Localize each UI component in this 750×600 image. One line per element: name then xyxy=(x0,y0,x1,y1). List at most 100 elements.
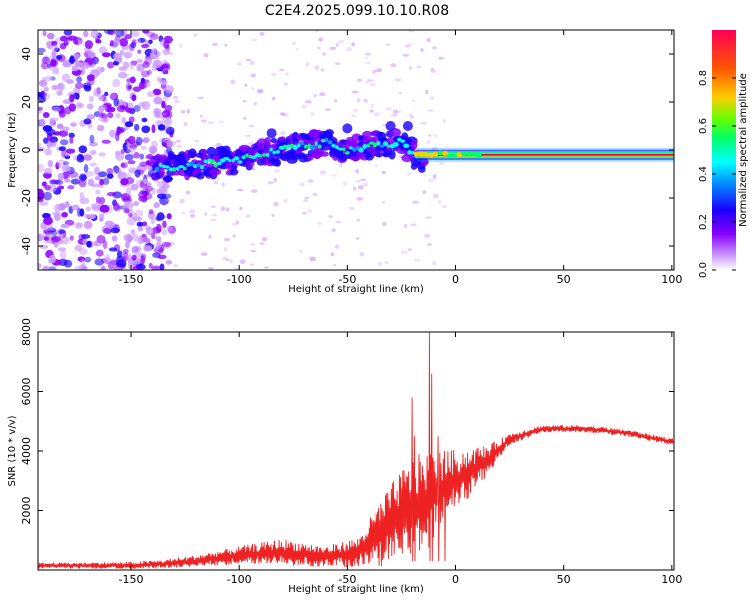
faint-noise-dot xyxy=(406,42,413,47)
faint-noise-dot xyxy=(346,46,353,52)
faint-noise-dot xyxy=(313,93,318,98)
signal-core xyxy=(178,164,185,169)
faint-noise-dot xyxy=(356,197,363,201)
noise-blob xyxy=(51,85,59,91)
faint-noise-dot xyxy=(223,247,228,252)
snr-xtick-label: 100 xyxy=(661,573,682,586)
snr-xtick-label: -50 xyxy=(338,573,356,586)
noise-blob xyxy=(51,50,57,58)
noise-blob xyxy=(166,213,172,220)
faint-noise-dot xyxy=(169,143,174,147)
noise-blob xyxy=(38,147,45,152)
noise-blob xyxy=(137,49,142,54)
noise-blob xyxy=(111,235,118,242)
faint-noise-dot xyxy=(365,61,372,65)
noise-blob xyxy=(128,212,133,218)
noise-blob xyxy=(120,162,128,169)
signal-core xyxy=(432,151,439,157)
noise-blob xyxy=(60,35,68,42)
noise-blob xyxy=(99,204,110,213)
faint-noise-dot xyxy=(356,218,361,222)
signal-core xyxy=(342,147,346,152)
faint-noise-dot xyxy=(197,96,204,100)
noise-blob xyxy=(141,125,151,134)
noise-blob xyxy=(75,101,83,109)
signal-core xyxy=(372,142,378,148)
signal-halo xyxy=(410,139,418,150)
faint-noise-dot xyxy=(403,223,408,229)
faint-noise-dot xyxy=(348,206,355,211)
faint-noise-dot xyxy=(253,101,257,106)
noise-blob xyxy=(103,30,114,35)
noise-blob xyxy=(41,181,47,187)
noise-blob xyxy=(139,153,145,160)
faint-noise-dot xyxy=(390,63,397,68)
noise-blob xyxy=(151,265,162,270)
noise-blob xyxy=(155,236,162,242)
faint-noise-dot xyxy=(328,215,334,219)
noise-blob xyxy=(122,61,130,69)
faint-noise-dot xyxy=(409,114,415,120)
noise-blob xyxy=(163,40,170,49)
faint-noise-dot xyxy=(359,252,365,257)
noise-blob xyxy=(38,142,42,148)
noise-blob xyxy=(141,221,148,227)
noise-blob xyxy=(157,124,166,131)
noise-blob xyxy=(43,216,53,225)
faint-noise-dot xyxy=(273,177,277,183)
noise-blob xyxy=(70,122,77,127)
noise-blob xyxy=(151,140,158,150)
noise-blob xyxy=(159,80,168,86)
noise-blob xyxy=(122,248,129,255)
faint-noise-dot xyxy=(330,174,338,177)
noise-blob xyxy=(102,240,108,250)
signal-core xyxy=(200,165,204,170)
faint-noise-dot xyxy=(408,30,416,33)
signal-core xyxy=(309,145,316,151)
noise-blob xyxy=(127,254,133,261)
faint-noise-dot xyxy=(430,67,435,71)
faint-noise-dot xyxy=(381,170,386,175)
faint-noise-dot xyxy=(420,121,427,125)
noise-blob xyxy=(44,184,51,191)
noise-blob xyxy=(61,126,70,132)
faint-noise-dot xyxy=(207,267,214,270)
faint-noise-dot xyxy=(285,72,289,76)
noise-blob xyxy=(92,56,100,65)
faint-noise-dot xyxy=(320,68,325,72)
snr-ytick-label: 2000 xyxy=(20,497,33,525)
noise-blob xyxy=(100,118,109,123)
faint-noise-dot xyxy=(162,67,168,72)
noise-blob xyxy=(132,86,142,92)
noise-blob xyxy=(128,116,135,123)
faint-noise-dot xyxy=(412,200,419,204)
noise-blob xyxy=(68,171,79,178)
signal-core xyxy=(216,161,222,166)
noise-blob xyxy=(80,258,86,267)
faint-noise-dot xyxy=(271,213,275,217)
noise-blob xyxy=(164,118,173,126)
faint-noise-dot xyxy=(404,44,410,48)
faint-noise-dot xyxy=(329,46,337,51)
faint-noise-dot xyxy=(168,231,175,236)
signal-core xyxy=(282,144,288,150)
signal-core xyxy=(397,137,402,142)
noise-blob xyxy=(38,109,43,115)
faint-noise-dot xyxy=(180,109,186,114)
noise-blob xyxy=(60,223,70,229)
signal-core xyxy=(317,144,322,149)
noise-blob xyxy=(51,106,61,112)
noise-blob xyxy=(74,266,85,270)
noise-blob xyxy=(150,232,156,240)
colorbar: 0.0 0.2 0.4 0.6 0.8 Normalized spectral ampl… xyxy=(698,30,749,278)
noise-blob xyxy=(88,51,96,59)
colorbar-label: Normalized spectral amplitude xyxy=(738,73,749,227)
noise-blob xyxy=(125,187,132,196)
noise-blob xyxy=(127,102,134,109)
noise-blob xyxy=(63,30,73,36)
noise-blob xyxy=(41,56,50,65)
noise-blob xyxy=(47,266,57,270)
noise-blob xyxy=(69,94,75,103)
faint-noise-dot xyxy=(163,139,167,144)
faint-noise-dot xyxy=(398,91,403,95)
